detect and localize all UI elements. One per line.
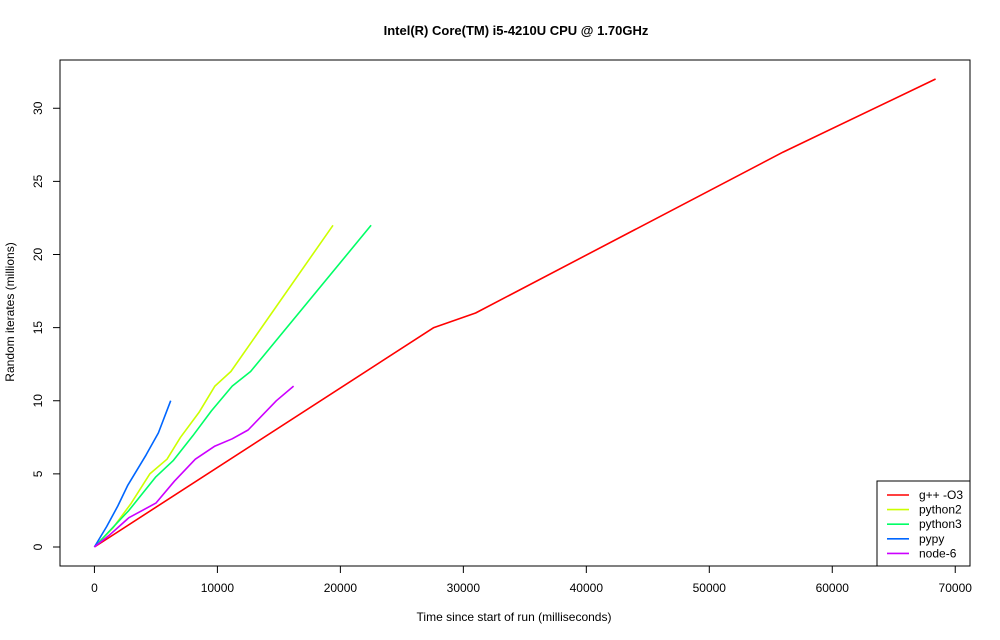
series-line-python3 [93,224,372,548]
y-tick-label: 25 [31,174,45,188]
y-axis-label: Random iterates (millions) [3,242,17,381]
x-tick-label: 40000 [570,581,604,595]
y-tick-label: 15 [31,321,45,335]
x-tick-label: 30000 [447,581,481,595]
x-axis-label: Time since start of run (milliseconds) [417,610,612,624]
series-group [93,78,936,548]
series-line-python2 [93,224,334,548]
legend-label: python3 [919,517,962,531]
y-tick-label: 30 [31,101,45,115]
legend-box [876,480,971,567]
x-tick-label: 60000 [816,581,850,595]
y-tick-label: 5 [31,470,45,477]
chart-title: Intel(R) Core(TM) i5-4210U CPU @ 1.70GHz [384,23,649,38]
x-tick-label: 10000 [201,581,235,595]
x-tick-label: 50000 [693,581,727,595]
series-line-node-6 [93,385,295,548]
y-tick-label: 0 [31,543,45,550]
legend-label: python2 [919,503,962,517]
y-tick-label: 20 [31,248,45,262]
legend-label: node-6 [919,546,957,560]
x-tick-label: 0 [91,581,98,595]
x-tick-label: 70000 [939,581,973,595]
series-line-g-o3 [93,78,936,548]
y-axis: 0 5 10 15 20 25 30 [31,101,61,550]
plot-frame [59,59,971,567]
x-axis: 0 10000 20000 30000 40000 50000 60000 70000 [91,565,973,595]
series-line-pypy [93,400,172,548]
y-tick-label: 10 [31,394,45,408]
legend-label: pypy [919,532,944,546]
x-tick-label: 20000 [324,581,358,595]
legend-label: g++ -O3 [919,488,963,502]
